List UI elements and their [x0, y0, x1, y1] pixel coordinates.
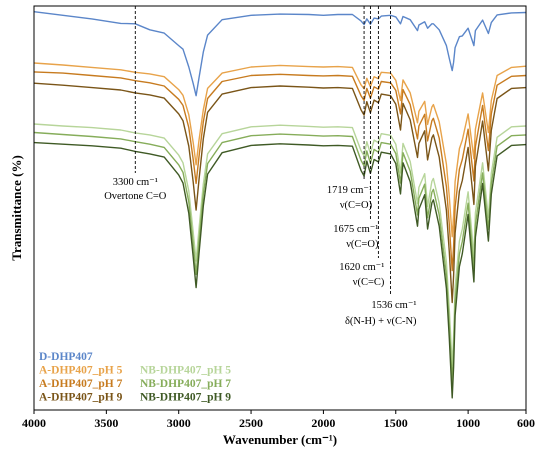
legend-entry: A-DHP407_pH 9 [39, 392, 123, 404]
x-tick-label: 4000 [22, 416, 46, 430]
annotation-wavenumber: 1536 cm⁻¹ [371, 300, 416, 311]
legend: D-DHP407 A-DHP407_pH 5A-DHP407_pH 7 A-DHP4… [39, 351, 231, 404]
annotation-lines [134, 6, 392, 296]
legend-entry: NB-DHP407_pH 5 [140, 365, 231, 377]
x-tick-label: 3500 [94, 416, 118, 430]
annotation-assignment: ν(C=O) [340, 200, 373, 211]
legend-entry: NB-DHP407_pH 7 [140, 378, 231, 390]
series-line-6 [33, 131, 527, 383]
legend-entry: D-DHP407 [39, 351, 93, 363]
x-tick-label: 3000 [167, 416, 191, 430]
annotation-labels: 3300 cm⁻¹ Overtone C=O 1719 cm⁻¹ ν(C=O) 1675… [104, 177, 417, 327]
x-tick-label: 600 [517, 416, 535, 430]
y-axis-title: Transmittance (%) [9, 155, 24, 261]
x-tick-label: 1000 [456, 416, 480, 430]
series-line-1 [33, 11, 527, 97]
annotation-wavenumber: 1719 cm⁻¹ [327, 185, 372, 196]
annotation-wavenumber: 3300 cm⁻¹ [113, 177, 158, 188]
annotation-assignment: δ(N-H) + ν(C-N) [345, 316, 417, 327]
x-tick-label: 2500 [239, 416, 263, 430]
series-line-4 [33, 82, 527, 304]
annotation-wavenumber: 1675 cm⁻¹ [333, 224, 378, 235]
annotation-assignment: ν(C=O) [346, 239, 379, 250]
legend-entry: A-DHP407_pH 7 [39, 378, 123, 390]
legend-entry: NB-DHP407_pH 9 [140, 392, 231, 404]
annotation-assignment: Overtone C=O [104, 191, 167, 202]
annotation-wavenumber: 1620 cm⁻¹ [339, 262, 384, 273]
series-line-5 [33, 123, 527, 366]
x-axis-title: Wavenumber (cm⁻¹) [223, 432, 337, 447]
series-lines [33, 11, 527, 399]
series-line-3 [33, 71, 527, 272]
x-tick-label: 1500 [384, 416, 408, 430]
series-line-7 [33, 141, 527, 399]
series-line-2 [33, 62, 527, 238]
annotation-assignment: ν(C=C) [353, 277, 385, 288]
x-tick-label: 2000 [311, 416, 335, 430]
plot-frame [33, 5, 527, 411]
x-ticks: 4000 3500 3000 2500 2000 1500 1000 600 [22, 410, 535, 430]
legend-entry: A-DHP407_pH 5 [39, 365, 123, 377]
